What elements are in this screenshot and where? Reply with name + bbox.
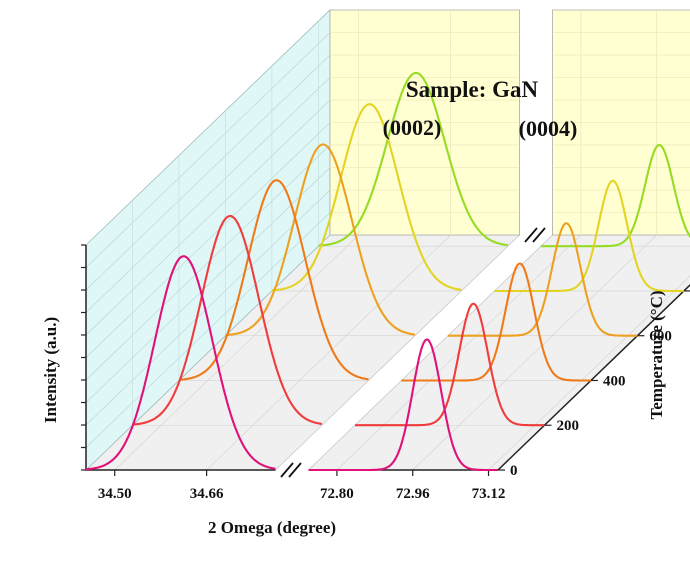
side-grid-h — [85, 77, 331, 313]
series-line-600-0002 — [225, 143, 416, 337]
series-line-1000-0002 — [318, 71, 509, 247]
side-grid-h — [85, 144, 331, 381]
side-grid-h — [85, 189, 331, 426]
chart-title: Sample: GaN — [406, 77, 539, 102]
z-tick-label: 0 — [510, 463, 518, 479]
series-line-200-0004 — [354, 302, 545, 427]
side-grid-h — [85, 167, 331, 403]
x-axis-label: 2 Omega (degree) — [208, 518, 336, 537]
series-line-400-0002 — [178, 179, 369, 381]
x-tick-label: 72.96 — [396, 486, 430, 502]
series-line-200-0002 — [132, 214, 323, 426]
series-line-800-0002 — [271, 103, 462, 292]
side-grid-h — [85, 32, 331, 268]
series-line-1000-0004 — [540, 143, 690, 248]
back-break — [532, 227, 546, 243]
z-axis-line — [497, 284, 690, 471]
floor-grid-x — [206, 234, 451, 471]
chart-walls — [85, 9, 690, 471]
z-tick-label: 600 — [649, 329, 672, 345]
chart-labels: Sample: GaN (0002) (0004) 2 Omega (degre… — [41, 77, 666, 537]
chart-axes: 34.5034.6672.8072.9673.12020040060080010… — [81, 227, 690, 502]
side-grid-h — [85, 99, 331, 336]
z-tick-label: 200 — [556, 418, 579, 434]
side-grid-h — [85, 122, 331, 358]
x-tick-label: 72.80 — [320, 486, 354, 502]
series-layer — [85, 71, 690, 472]
floor-grid-x — [488, 275, 690, 471]
x-tick-label: 73.12 — [472, 486, 506, 502]
side-grid-h — [85, 54, 331, 291]
series-line-400-0004 — [401, 262, 592, 382]
back-break — [524, 227, 538, 243]
series-line-0-0004 — [308, 338, 499, 472]
floor-grid-x — [412, 234, 657, 471]
side-grid-h — [85, 212, 331, 448]
panel-label-0002: (0002) — [383, 115, 442, 140]
x-axis-break — [280, 462, 294, 478]
y-axis-label: Intensity (a.u.) — [41, 317, 60, 423]
z-axis-label: Temperature (°C) — [647, 290, 666, 419]
floor-grid-x — [114, 234, 359, 471]
series-line-800-0004 — [494, 179, 685, 293]
x-axis-break — [288, 462, 302, 478]
panel-label-0004: (0004) — [519, 116, 578, 141]
series-line-600-0004 — [447, 222, 638, 337]
z-tick-label: 400 — [603, 373, 626, 389]
series-line-0-0002 — [85, 255, 276, 471]
x-tick-label: 34.50 — [98, 486, 132, 502]
x-tick-label: 34.66 — [190, 486, 224, 502]
